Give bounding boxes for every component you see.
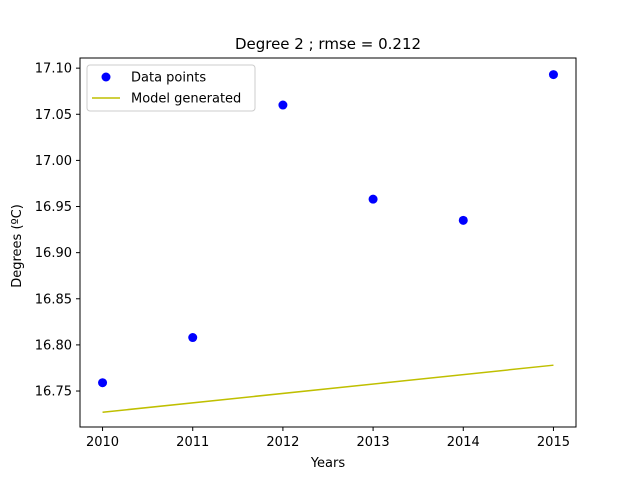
legend-label: Model generated <box>131 92 241 107</box>
legend-box <box>86 64 256 112</box>
y-tick-label: 16.80 <box>35 338 72 353</box>
y-axis-label: Degrees (ºC) <box>10 204 25 288</box>
y-tick-label: 17.05 <box>35 108 72 123</box>
chart-title: Degree 2 ; rmse = 0.212 <box>235 35 421 53</box>
x-tick-label: 2010 <box>86 435 119 450</box>
axes-frame <box>79 57 577 428</box>
x-tick-label: 2014 <box>447 435 480 450</box>
data-point <box>458 215 468 225</box>
y-tick-label: 16.75 <box>35 385 72 400</box>
y-tick-label: 16.85 <box>35 292 72 307</box>
y-tick-label: 17.00 <box>35 154 72 169</box>
plot-area: 2010 2011 2012 2013 2014 2015 16.75 16.80 16.85 1… <box>35 57 577 450</box>
x-axis-label: Years <box>310 456 346 471</box>
y-tick-label: 16.90 <box>35 246 72 261</box>
x-tick-label: 2013 <box>357 435 390 450</box>
data-point <box>278 100 288 110</box>
legend: Data points Model generated <box>86 64 256 112</box>
model-line <box>102 364 554 413</box>
data-point <box>188 333 198 343</box>
data-point <box>98 378 108 388</box>
legend-marker-data-points <box>101 72 111 82</box>
x-tick-label: 2011 <box>176 435 209 450</box>
legend-label: Data points <box>131 71 206 86</box>
y-tick-label: 17.10 <box>35 62 72 77</box>
x-tick-label: 2015 <box>537 435 570 450</box>
x-tick-label: 2012 <box>266 435 299 450</box>
y-tick-label: 16.95 <box>35 200 72 215</box>
data-point <box>368 194 378 204</box>
data-point <box>548 70 558 80</box>
